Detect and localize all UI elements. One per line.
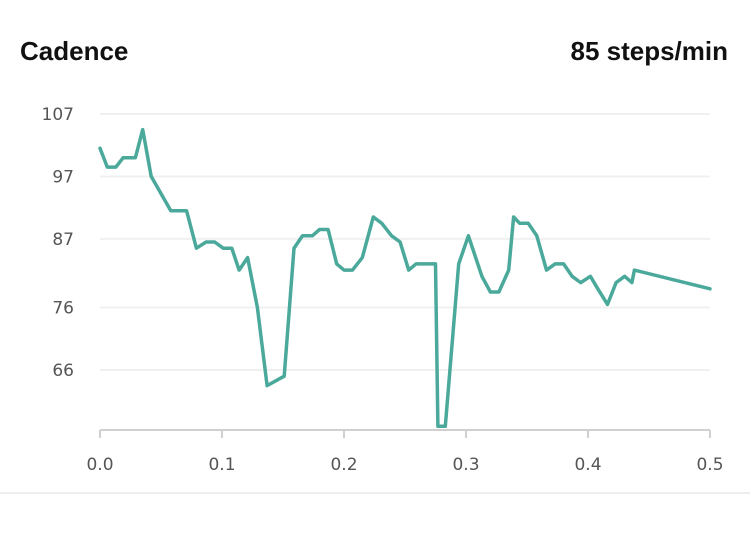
- y-tick-label: 66: [52, 361, 74, 381]
- grid-lines: [100, 113, 710, 371]
- bottom-divider: [0, 492, 750, 494]
- y-tick-label: 107: [42, 105, 74, 125]
- x-tick-label: 0.5: [696, 455, 723, 475]
- x-axis-tick-labels: 0.0 0.1 0.2 0.3 0.4 0.5: [86, 455, 723, 475]
- y-axis-tick-labels: 107 97 87 76 66: [42, 105, 74, 381]
- x-tick-label: 0.3: [452, 455, 479, 475]
- x-axis: [99, 429, 711, 438]
- y-tick-label: 87: [52, 230, 74, 250]
- y-tick-label: 76: [52, 299, 74, 319]
- x-tick-label: 0.4: [574, 455, 601, 475]
- series-line: [98, 127, 712, 428]
- series-layer: [98, 127, 712, 428]
- y-tick-label: 97: [52, 167, 74, 187]
- x-tick-label: 0.1: [208, 455, 235, 475]
- chart-title: Cadence: [20, 36, 129, 66]
- current-cadence-value: 85 steps/min: [570, 36, 728, 66]
- x-tick-label: 0.0: [86, 455, 113, 475]
- x-tick-label: 0.2: [330, 455, 357, 475]
